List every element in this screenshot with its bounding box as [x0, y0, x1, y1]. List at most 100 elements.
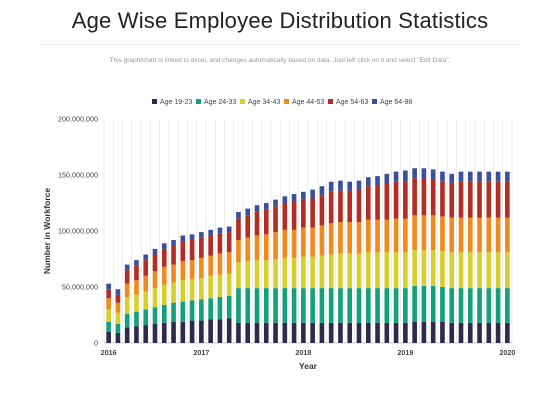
bar-segment	[347, 222, 353, 254]
bar-segment	[384, 288, 390, 323]
bar-segment	[375, 252, 380, 289]
bar-segment	[310, 322, 315, 343]
bar-segment	[412, 321, 417, 343]
bar-segment	[486, 181, 492, 218]
bar-segment	[486, 288, 492, 323]
bar-segment	[384, 219, 390, 253]
bar-segment	[393, 252, 399, 289]
bar-segment	[338, 322, 343, 343]
bar-segment	[199, 299, 204, 321]
bar-segment	[421, 168, 427, 179]
legend-swatch	[152, 99, 157, 104]
bar-segment	[226, 273, 232, 296]
bar-segment	[217, 274, 223, 298]
legend-label: Age 34-43	[248, 99, 280, 106]
x-tick-label: 2018	[295, 348, 311, 357]
bar-segment	[115, 332, 121, 343]
stacked-bar-chart: 0 50,000,000 100,000,000 150,000,000 200,000…	[42, 99, 515, 371]
bar-segment	[458, 217, 464, 253]
bar-segment	[273, 206, 278, 233]
bar-segment	[301, 322, 306, 343]
bar-segment	[393, 171, 399, 182]
bar-segment	[189, 260, 195, 280]
bar-segment	[430, 169, 436, 180]
bar-segment	[282, 203, 288, 230]
bar-segment	[505, 217, 510, 253]
bar-segment	[115, 289, 121, 295]
bar-segment	[143, 260, 149, 276]
bar-segment	[421, 178, 427, 216]
bar-segment	[217, 253, 223, 275]
chart-title: Age Wise Employee Distribution Statistic…	[71, 8, 489, 33]
bar-segment	[254, 260, 260, 289]
bar-segment	[338, 180, 343, 191]
bar-segment	[254, 211, 260, 236]
bar-segment	[152, 271, 158, 289]
bar-segment	[495, 322, 501, 343]
bar-segment	[199, 257, 204, 279]
y-tick-label: 0	[94, 339, 98, 348]
bar-segment	[291, 229, 297, 258]
bar-segment	[152, 323, 158, 343]
x-axis-title: Year	[299, 361, 318, 371]
bar-segment	[477, 322, 482, 343]
bar-segment	[449, 288, 455, 323]
bar-segment	[412, 285, 417, 322]
bar-segment	[412, 168, 417, 179]
bar-segment	[319, 186, 325, 196]
bar-segment	[440, 321, 445, 343]
bar-segment	[152, 288, 158, 308]
bar-segment	[245, 322, 251, 343]
bar-segment	[328, 181, 334, 192]
bar-segment	[412, 215, 417, 251]
legend-label: Age 44-53	[292, 99, 324, 106]
chart-subtitle: This graph/chart is linked to excel, and…	[109, 57, 451, 64]
bar-segment	[356, 189, 362, 223]
bar-segment	[328, 288, 334, 323]
bar-segment	[421, 285, 427, 322]
bar-segment	[375, 219, 380, 253]
bar-segment	[143, 275, 149, 292]
bar-segment	[477, 181, 482, 218]
bar-segment	[505, 171, 510, 182]
bar-segment	[421, 321, 427, 343]
bar-segment	[171, 321, 176, 343]
bar-segment	[124, 283, 130, 298]
bar-segment	[310, 227, 315, 257]
bar-segment	[393, 181, 399, 219]
bar-segment	[245, 288, 251, 323]
bar-segment	[199, 232, 204, 238]
bar-segment	[338, 288, 343, 323]
bar-segment	[134, 326, 139, 343]
bar-segment	[245, 237, 251, 262]
bar-segment	[356, 253, 362, 289]
bar-segment	[152, 307, 158, 324]
bar-segment	[430, 215, 436, 251]
bar-segment	[301, 199, 306, 228]
bar-segment	[384, 322, 390, 343]
bar-segment	[310, 198, 315, 228]
bar-segment	[347, 181, 353, 191]
bar-segment	[124, 270, 130, 284]
bar-segment	[217, 297, 223, 320]
bar-segment	[180, 241, 186, 262]
bar-segment	[245, 208, 251, 216]
bar-segment	[412, 178, 417, 216]
bar-segment	[282, 257, 288, 289]
bar-segment	[236, 239, 241, 263]
bar-segment	[430, 179, 436, 216]
legend-swatch	[284, 99, 289, 104]
legend-swatch	[240, 99, 245, 104]
bar-segment	[180, 280, 186, 302]
legend-swatch	[328, 99, 333, 104]
y-tick-label: 50,000,000	[62, 283, 98, 292]
bar-segment	[458, 171, 464, 182]
bar-segment	[375, 185, 380, 220]
bar-segment	[189, 320, 195, 343]
legend-label: Age 24-33	[204, 99, 236, 106]
bar-segment	[365, 219, 371, 253]
legend-swatch	[372, 99, 377, 104]
bar-segment	[152, 254, 158, 272]
chart-area: 0 50,000,000 100,000,000 150,000,000 200,000…	[0, 90, 560, 380]
bar-segment	[254, 322, 260, 343]
